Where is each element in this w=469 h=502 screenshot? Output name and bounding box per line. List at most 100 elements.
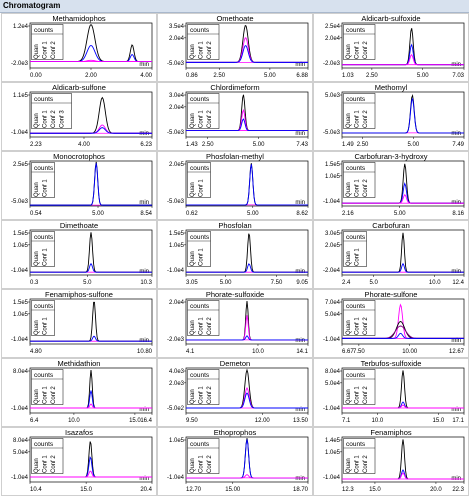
plot-frame xyxy=(341,367,465,414)
chart-title: Phosfolan xyxy=(218,221,251,230)
legend-counts-label: counts xyxy=(34,303,54,310)
x-tick-label: 14.1 xyxy=(296,349,308,355)
x-tick-label: 15.0 xyxy=(80,487,92,493)
trace-magenta xyxy=(30,403,152,409)
legend-entry-conf2: Conf 2 xyxy=(207,110,213,128)
chart-legend: counts Quan Conf 1 Conf 2 xyxy=(343,300,376,336)
legend-counts-label: counts xyxy=(346,303,366,310)
legend-entry-conf1: Conf 1 xyxy=(43,317,49,335)
chart-title: Isazafos xyxy=(65,428,93,437)
plot-frame xyxy=(341,22,465,69)
x-tick-label: 22.3 xyxy=(452,487,464,493)
y-tick-top: 4.0e3 xyxy=(169,369,185,375)
legend-entry-quan: Quan xyxy=(346,389,352,404)
x-tick-label: 4.80 xyxy=(30,349,42,355)
chart-title: Aldicarb-sulfone xyxy=(52,83,106,92)
legend-entry-conf1: Conf 1 xyxy=(43,110,49,128)
legend-box xyxy=(187,93,220,129)
x-tick-label: 3.05 xyxy=(186,280,198,286)
chart-legend: counts Quan Conf 1 xyxy=(187,231,211,267)
x-tick-label: 5.00 xyxy=(417,73,429,79)
y-tick-bottom: -1.0e4 xyxy=(11,268,29,274)
x-tick-label: 1.49 xyxy=(342,142,354,148)
legend-entry-conf2: Conf 2 xyxy=(51,41,57,59)
trace-blue xyxy=(30,335,152,342)
x-tick-label: 1.43 xyxy=(186,142,198,148)
x-tick-label: 2.4 xyxy=(342,280,351,286)
y-tick-top: 3.5e4 xyxy=(169,24,185,30)
trace-magenta xyxy=(30,59,152,63)
y-tick-top: 2.5e4 xyxy=(325,24,341,30)
chart-legend: counts Quan Conf 1 xyxy=(187,162,211,198)
chart-dimethoate: Dimethoate 1.5e5 -1.0e4 1.0e5 0.3 5.0 10.3 coun… xyxy=(1,220,157,289)
x-tick-label: 2.50 xyxy=(213,73,225,79)
x-tick-label: 20.0 xyxy=(430,487,442,493)
y-tick-bottom: -1.0e4 xyxy=(11,475,29,481)
legend-entry-conf1: Conf 1 xyxy=(199,179,205,197)
x-tick-label: 0.3 xyxy=(30,280,39,286)
x-tick-label: 9.05 xyxy=(296,280,308,286)
plot-frame xyxy=(29,367,153,414)
chart-legend: counts Quan Conf 1 xyxy=(343,231,367,267)
y-tick-label: 1.0e5 xyxy=(13,312,29,318)
trace-magenta xyxy=(342,53,464,66)
header-title: Chromatogram xyxy=(3,1,61,10)
chart-cell-border xyxy=(313,13,469,82)
x-tick-label: 10.0 xyxy=(68,418,80,424)
chart-cell-border xyxy=(1,151,157,220)
legend-entry-quan: Quan xyxy=(34,389,40,404)
chart-omethoate: Omethoate 3.5e4 -5.0e3 2.0e4 0.86 2.50 5.00 6.8… xyxy=(157,13,313,82)
legend-entry-conf1: Conf 1 xyxy=(43,41,49,59)
legend-entry-quan: Quan xyxy=(190,458,196,473)
chart-cell-border xyxy=(157,13,313,82)
y-tick-bottom: -5.0e3 xyxy=(167,130,185,136)
chart-legend: counts Quan Conf 1 Conf 2 xyxy=(343,369,376,405)
x-tick-label: 7.1 xyxy=(342,418,351,424)
plot-frame xyxy=(29,298,153,345)
legend-box xyxy=(343,438,376,474)
x-tick-label: 12.67 xyxy=(449,349,465,355)
legend-entry-conf2: Conf 2 xyxy=(207,317,213,335)
y-tick-bottom: -2.0e3 xyxy=(167,337,185,343)
legend-entry-conf1: Conf 1 xyxy=(199,386,205,404)
chart-legend: counts Quan Conf 1 xyxy=(31,300,55,336)
y-tick-top: 2.5e5 xyxy=(13,162,29,168)
y-tick-bottom: -1.0e4 xyxy=(167,268,185,274)
chart-title: Demeton xyxy=(220,359,250,368)
x-tick-label: 5.0 xyxy=(370,280,379,286)
legend-entry-quan: Quan xyxy=(190,113,196,128)
x-axis-unit: min xyxy=(295,200,305,206)
legend-entry-quan: Quan xyxy=(190,251,196,266)
y-tick-label: 5.0e4 xyxy=(13,450,29,456)
legend-counts-label: counts xyxy=(190,96,210,103)
x-tick-label: 6.4 xyxy=(30,418,39,424)
trace-blue xyxy=(186,392,308,409)
legend-entry-quan: Quan xyxy=(34,182,40,197)
legend-counts-label: counts xyxy=(34,372,54,379)
x-tick-label: 5.00 xyxy=(264,73,276,79)
chart-title: Phorate-sulfone xyxy=(365,290,418,299)
legend-entry-quan: Quan xyxy=(346,320,352,335)
legend-entry-conf1: Conf 1 xyxy=(355,248,361,266)
chart-legend: counts Quan Conf 1 Conf 2 xyxy=(187,300,220,336)
chart-legend: counts Quan Conf 1 Conf 2 xyxy=(187,438,220,474)
x-tick-label: 2.00 xyxy=(85,73,97,79)
x-tick-label: 10.0 xyxy=(252,349,264,355)
legend-box xyxy=(31,231,55,267)
legend-entry-conf1: Conf 1 xyxy=(43,386,49,404)
x-tick-label: 13.50 xyxy=(293,418,309,424)
plot-frame xyxy=(341,160,465,207)
plot-frame xyxy=(185,91,309,138)
x-tick-label: 9.50 xyxy=(186,418,198,424)
legend-entry-conf1: Conf 1 xyxy=(355,179,361,197)
chart-title: Methamidophos xyxy=(52,14,106,23)
legend-entry-conf1: Conf 1 xyxy=(199,317,205,335)
y-tick-bottom: -1.0e4 xyxy=(323,337,341,343)
legend-entry-conf2: Conf 2 xyxy=(51,455,57,473)
y-tick-label: 2.0e5 xyxy=(325,243,341,249)
chart-phorate-sulfone: Phorate-sulfone 7.0e4 -1.0e4 5.0e4 6.67 7.50 1… xyxy=(313,289,469,358)
legend-entry-conf1: Conf 1 xyxy=(199,248,205,266)
x-tick-label: 6.88 xyxy=(296,73,308,79)
